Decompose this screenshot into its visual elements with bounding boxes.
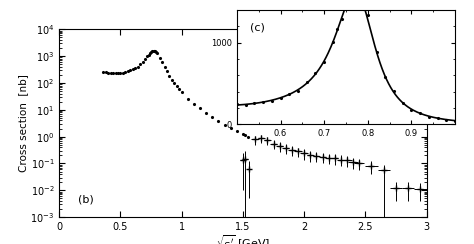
Text: (c): (c) bbox=[250, 22, 265, 32]
Y-axis label: Cross section  [nb]: Cross section [nb] bbox=[18, 74, 27, 172]
X-axis label: $\sqrt{s^{\prime}}$ [GeV]: $\sqrt{s^{\prime}}$ [GeV] bbox=[216, 234, 270, 244]
Text: (b): (b) bbox=[78, 194, 93, 204]
